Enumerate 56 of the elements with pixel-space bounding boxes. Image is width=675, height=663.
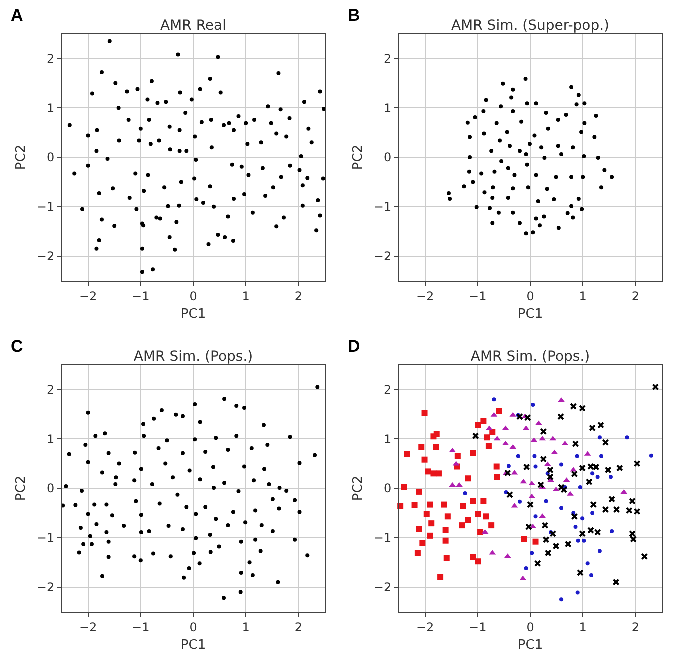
chart-title: AMR Sim. (Pops.) xyxy=(470,348,590,365)
y-tick-label: 1 xyxy=(46,432,55,446)
y-tick-label: 2 xyxy=(46,52,55,66)
y-tick-label: 1 xyxy=(384,432,392,446)
y-tick-label: −1 xyxy=(374,531,392,546)
y-tick-label: 1 xyxy=(46,101,55,116)
y-tick-label: −2 xyxy=(374,250,392,264)
chart-title: AMR Sim. (Super-pop.) xyxy=(451,18,610,34)
x-tick-label: −1 xyxy=(132,620,150,634)
y-tick-label: 0 xyxy=(46,150,55,165)
y-axis-title: PC2 xyxy=(350,476,366,502)
x-tick-label: −2 xyxy=(79,620,98,634)
x-tick-label: 0 xyxy=(190,620,198,634)
y-tick-label: −1 xyxy=(36,531,55,546)
text: B xyxy=(348,6,360,25)
x-tick-label: 1 xyxy=(242,620,250,634)
y-tick-label: 0 xyxy=(384,482,392,496)
x-tick-label: −2 xyxy=(416,620,434,634)
y-tick-label: −1 xyxy=(36,200,55,214)
text: A xyxy=(11,6,24,25)
x-tick-label: 2 xyxy=(294,620,303,634)
x-tick-label: 0 xyxy=(526,289,534,304)
y-axis-title: PC2 xyxy=(350,144,366,170)
y-tick-label: 0 xyxy=(46,482,55,496)
y-tick-label: 0 xyxy=(384,150,392,165)
x-tick-label: 1 xyxy=(242,289,250,304)
y-axis-title: PC2 xyxy=(14,144,29,170)
y-tick-label: 1 xyxy=(384,101,392,116)
y-tick-label: −2 xyxy=(374,580,392,594)
y-tick-label: −1 xyxy=(374,200,392,214)
y-tick-label: 2 xyxy=(384,52,392,66)
y-tick-label: 2 xyxy=(384,382,392,397)
chart-title: AMR Real xyxy=(160,18,227,34)
x-tick-label: 2 xyxy=(632,620,640,634)
x-tick-label: 1 xyxy=(579,289,587,304)
x-tick-label: 1 xyxy=(579,620,587,634)
x-tick-label: 0 xyxy=(190,289,198,304)
x-tick-label: −2 xyxy=(79,289,98,304)
text: D xyxy=(348,337,360,356)
x-tick-label: −1 xyxy=(469,289,487,304)
x-tick-label: −1 xyxy=(132,289,150,304)
x-tick-label: −2 xyxy=(416,289,434,304)
x-axis-title: PC1 xyxy=(518,307,544,322)
x-tick-label: 0 xyxy=(526,620,534,634)
x-tick-label: 2 xyxy=(632,289,640,304)
x-tick-label: 2 xyxy=(294,289,303,304)
x-axis-title: PC1 xyxy=(518,638,544,653)
y-tick-label: 2 xyxy=(46,382,55,397)
y-axis-title: PC2 xyxy=(14,476,29,502)
y-tick-label: −2 xyxy=(36,580,55,594)
x-tick-label: −1 xyxy=(469,620,487,634)
chart-title: AMR Sim. (Pops.) xyxy=(134,348,254,365)
x-axis-title: PC1 xyxy=(180,307,206,322)
x-axis-title: PC1 xyxy=(180,638,206,653)
text: C xyxy=(11,337,24,356)
y-tick-label: −2 xyxy=(36,250,55,264)
